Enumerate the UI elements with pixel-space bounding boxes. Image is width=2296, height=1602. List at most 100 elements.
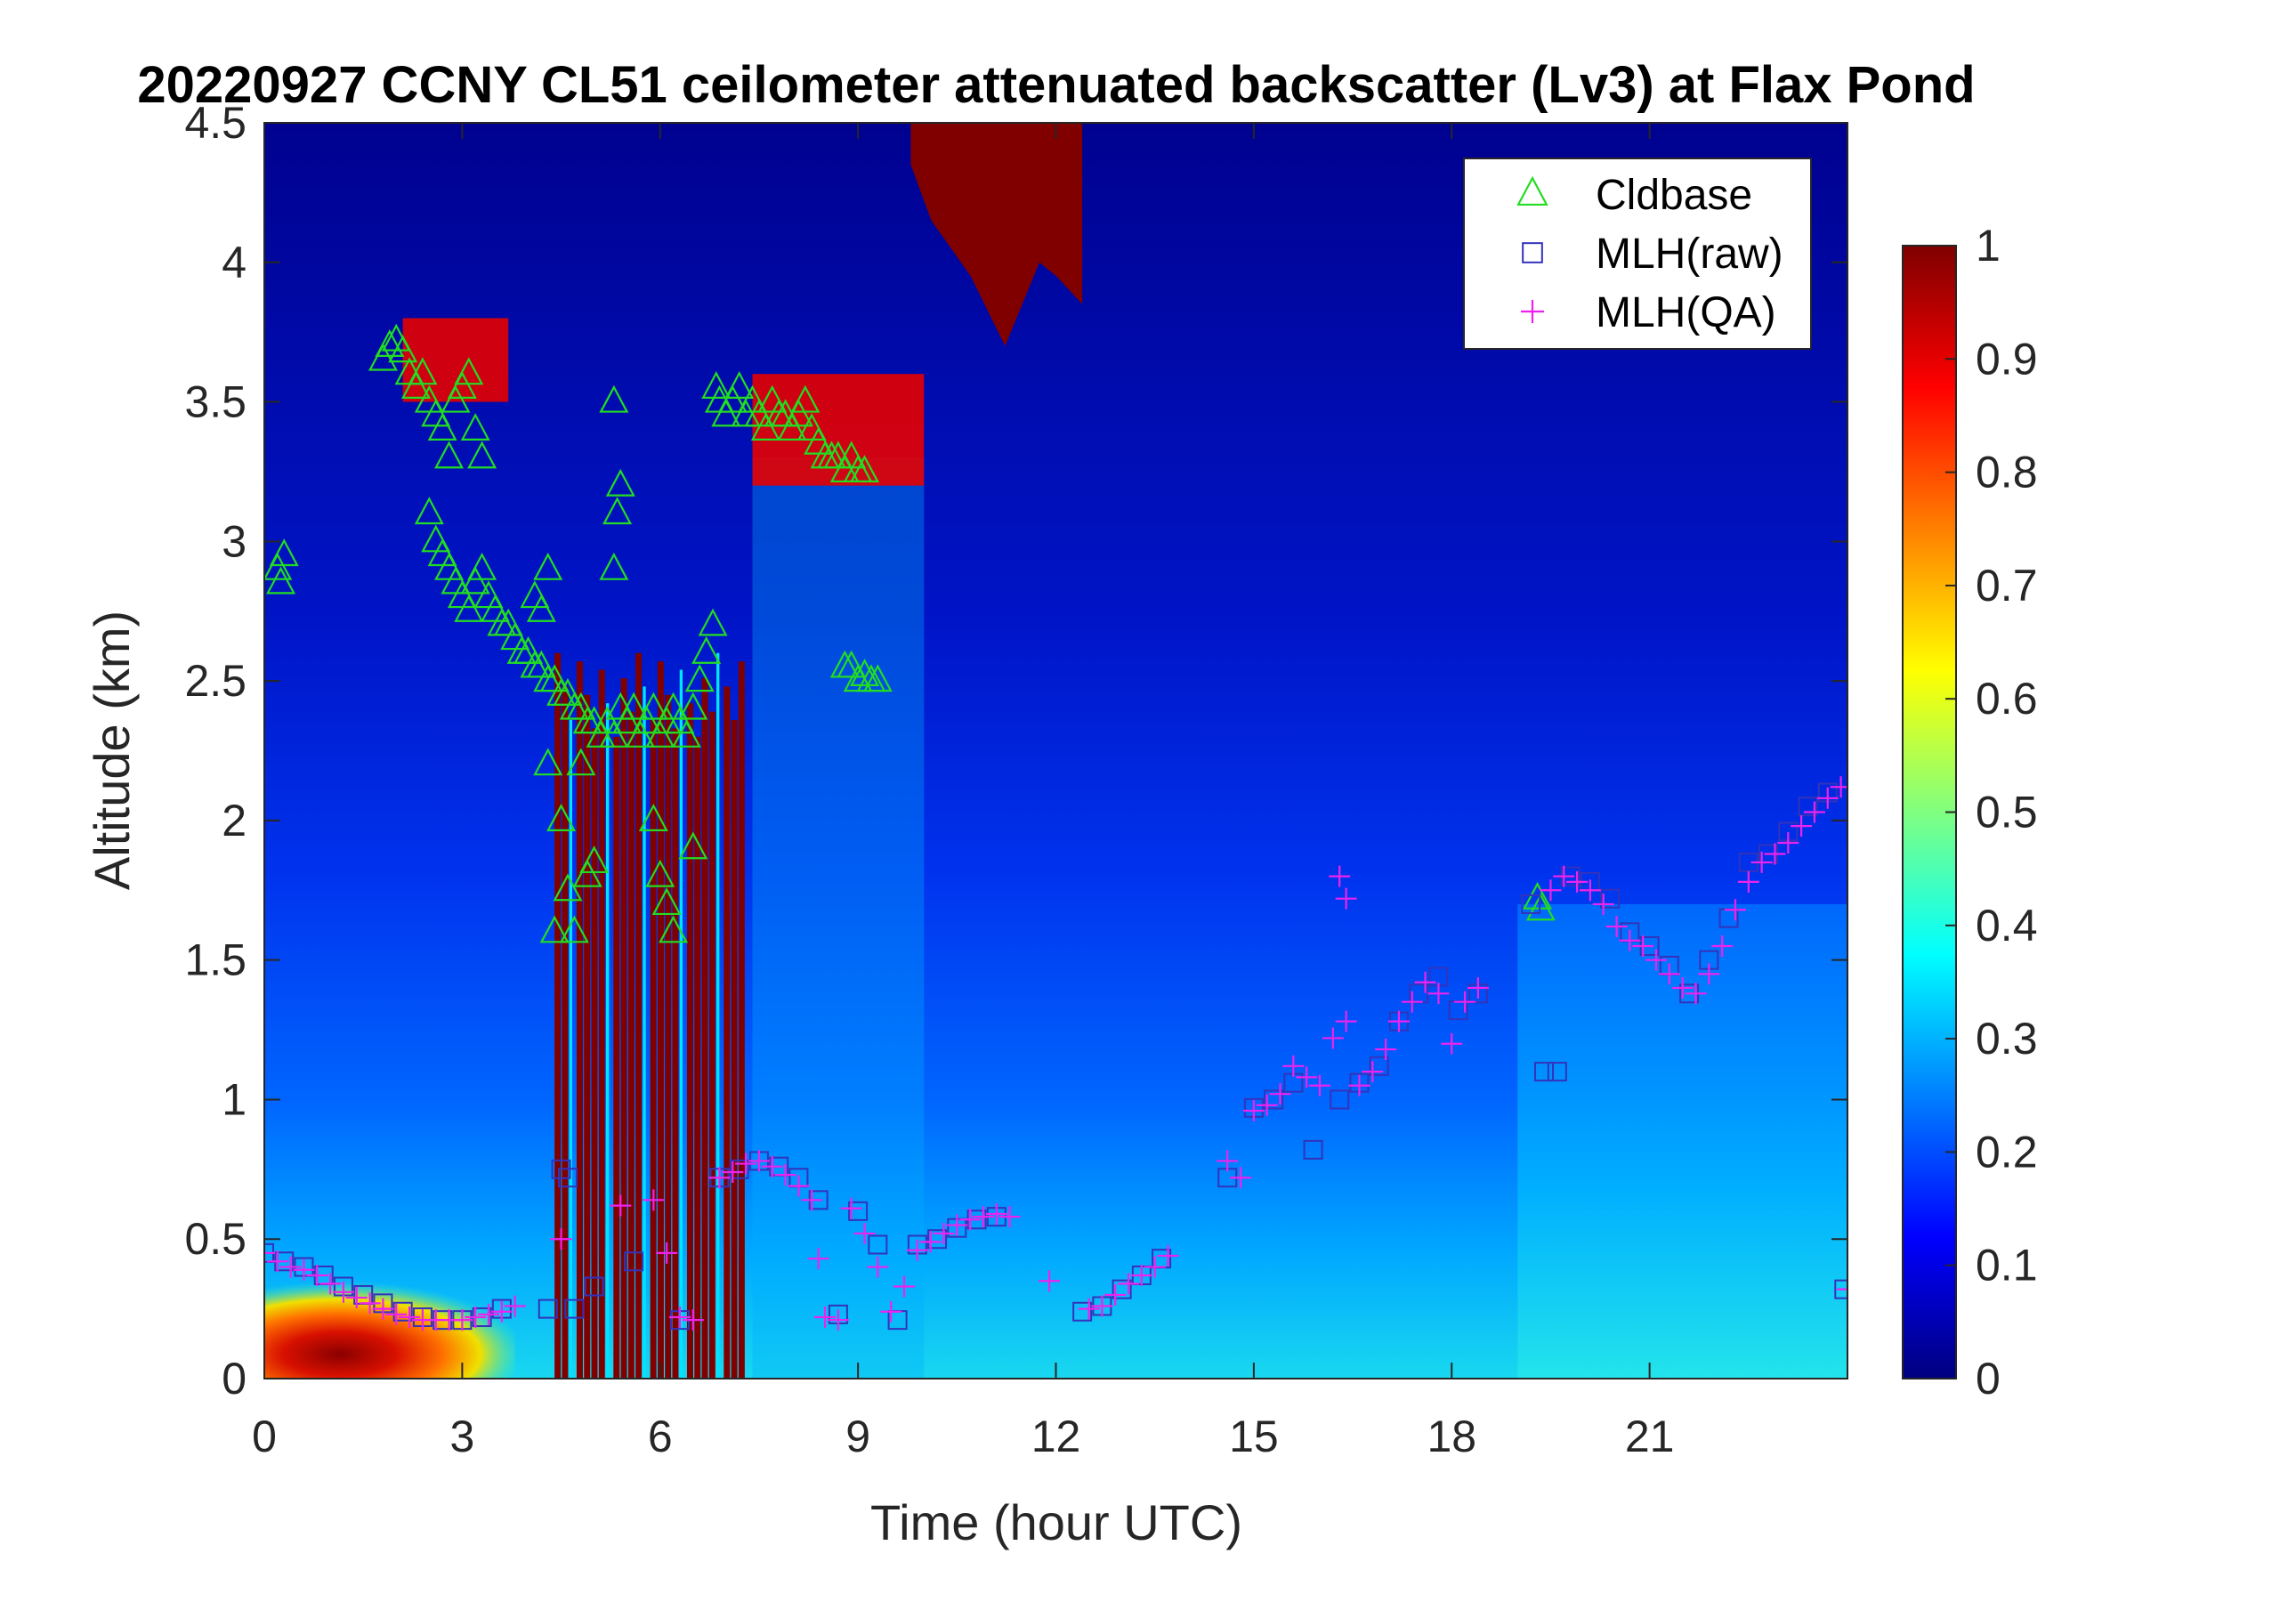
x-axis: 0 3 6 9 12 15 18 21	[252, 123, 1674, 1461]
marker-mlh-raw	[927, 1229, 948, 1250]
feature-column-strip	[738, 661, 745, 1379]
marker-cldbase	[602, 497, 633, 525]
marker-mlh-raw	[392, 1301, 413, 1322]
marker-mlh-raw	[1547, 1062, 1567, 1082]
marker-mlh-qa	[1256, 1094, 1278, 1116]
feature-column-strip	[584, 694, 591, 1379]
feature-column-strip	[657, 661, 664, 1379]
marker-cldbase	[441, 384, 471, 413]
marker-mlh-qa	[1414, 971, 1436, 993]
marker-mlh-qa	[919, 1231, 942, 1253]
marker-mlh-qa	[372, 1298, 394, 1320]
marker-mlh-qa	[814, 1307, 837, 1329]
marker-mlh-qa	[465, 1307, 487, 1329]
marker-mlh-raw	[1303, 1139, 1323, 1160]
marker-cldbase	[850, 659, 880, 686]
marker-mlh-qa	[610, 1194, 632, 1217]
marker-cldbase	[579, 846, 610, 874]
marker-mlh-qa	[1427, 983, 1450, 1005]
marker-cldbase	[599, 719, 629, 748]
legend-symbol	[1516, 175, 1548, 206]
marker-cldbase	[645, 719, 675, 748]
marker-mlh-raw	[1600, 888, 1621, 909]
marker-cldbase	[467, 441, 497, 469]
marker-cldbase	[701, 371, 732, 399]
marker-cldbase	[645, 859, 675, 887]
marker-mlh-qa	[293, 1258, 315, 1281]
feature-column-strip	[679, 669, 683, 1379]
feature-column-strip	[569, 720, 572, 1379]
y-tick-label: 4	[222, 238, 247, 287]
marker-mlh-qa	[722, 1161, 744, 1183]
marker-mlh-qa	[1335, 1010, 1357, 1032]
marker-cldbase	[264, 552, 293, 580]
marker-mlh-qa	[933, 1222, 955, 1244]
marker-mlh-qa	[1118, 1273, 1140, 1295]
colorbar-tick-label: 1	[1976, 221, 2001, 271]
feature-column-strip	[576, 661, 583, 1379]
feature-column-strip	[598, 669, 605, 1379]
marker-mlh-qa	[774, 1164, 796, 1186]
marker-mlh-qa	[1671, 977, 1694, 999]
x-tick-label: 21	[1625, 1412, 1675, 1461]
x-tick-label: 0	[252, 1412, 277, 1461]
feature-column-strip	[606, 703, 610, 1379]
marker-mlh-qa	[788, 1175, 810, 1197]
colorbar-tick-label: 0.1	[1976, 1241, 2038, 1290]
marker-mlh-qa	[490, 1300, 513, 1323]
colorbar-tick-label: 0.5	[1976, 788, 2038, 837]
marker-mlh-qa	[1091, 1295, 1113, 1317]
marker-mlh-qa	[1296, 1066, 1318, 1088]
marker-cldbase	[467, 552, 497, 580]
marker-mlh-qa	[385, 1303, 408, 1325]
marker-mlh-qa	[985, 1203, 1007, 1225]
marker-mlh-qa	[1566, 870, 1589, 893]
marker-cldbase	[678, 831, 708, 860]
marker-mlh-qa	[1157, 1245, 1179, 1267]
marker-mlh-qa	[399, 1307, 421, 1329]
marker-mlh-qa	[345, 1287, 368, 1309]
marker-mlh-qa	[1698, 963, 1720, 985]
marker-mlh-qa	[867, 1256, 889, 1278]
marker-mlh-qa	[893, 1275, 916, 1298]
legend-symbol	[1521, 300, 1544, 323]
marker-mlh-qa	[451, 1309, 473, 1331]
marker-mlh-raw	[564, 1299, 585, 1319]
marker-layer	[264, 323, 1847, 1331]
marker-mlh-raw	[557, 1168, 578, 1188]
marker-mlh-qa	[998, 1206, 1021, 1228]
legend-symbol	[1522, 242, 1543, 263]
marker-mlh-raw	[868, 1234, 888, 1255]
marker-mlh-qa	[1837, 1278, 1847, 1300]
marker-mlh-qa	[1540, 879, 1562, 902]
marker-cldbase	[638, 692, 668, 720]
marker-mlh-qa	[1711, 934, 1734, 957]
marker-mlh-qa	[1242, 1099, 1265, 1121]
feature-column-strip	[613, 736, 620, 1379]
y-tick-label: 4.5	[184, 98, 247, 148]
marker-cldbase	[388, 335, 418, 363]
colorbar-tick-label: 0.2	[1976, 1127, 2038, 1177]
marker-cldbase	[368, 343, 398, 371]
marker-mlh-qa	[1605, 916, 1628, 938]
marker-mlh-raw	[584, 1276, 604, 1297]
colorbar-tick-label: 0.3	[1976, 1014, 2038, 1064]
marker-mlh-raw	[624, 1251, 644, 1272]
colorbar-tick-label: 0.6	[1976, 674, 2038, 724]
marker-mlh-qa	[319, 1273, 342, 1295]
marker-mlh-qa	[827, 1309, 849, 1331]
y-tick-label: 2	[222, 796, 247, 846]
marker-mlh-qa	[1553, 865, 1575, 887]
y-axis: 0 0.5 1 1.5 2 2.5 3 3.5 4 4.5	[184, 98, 1847, 1404]
marker-cldbase	[460, 566, 490, 595]
colorbar-tick-label: 0	[1976, 1354, 2001, 1404]
marker-mlh-qa	[906, 1239, 928, 1261]
feature-near-surface-layer	[264, 1281, 515, 1379]
marker-mlh-qa	[1750, 851, 1773, 873]
y-tick-label: 0.5	[184, 1214, 247, 1264]
legend-label: Cldbase	[1596, 172, 1752, 219]
marker-mlh-qa	[1830, 776, 1847, 798]
marker-mlh-qa	[1777, 831, 1799, 854]
marker-mlh-qa	[735, 1153, 757, 1175]
marker-mlh-qa	[264, 1242, 275, 1264]
